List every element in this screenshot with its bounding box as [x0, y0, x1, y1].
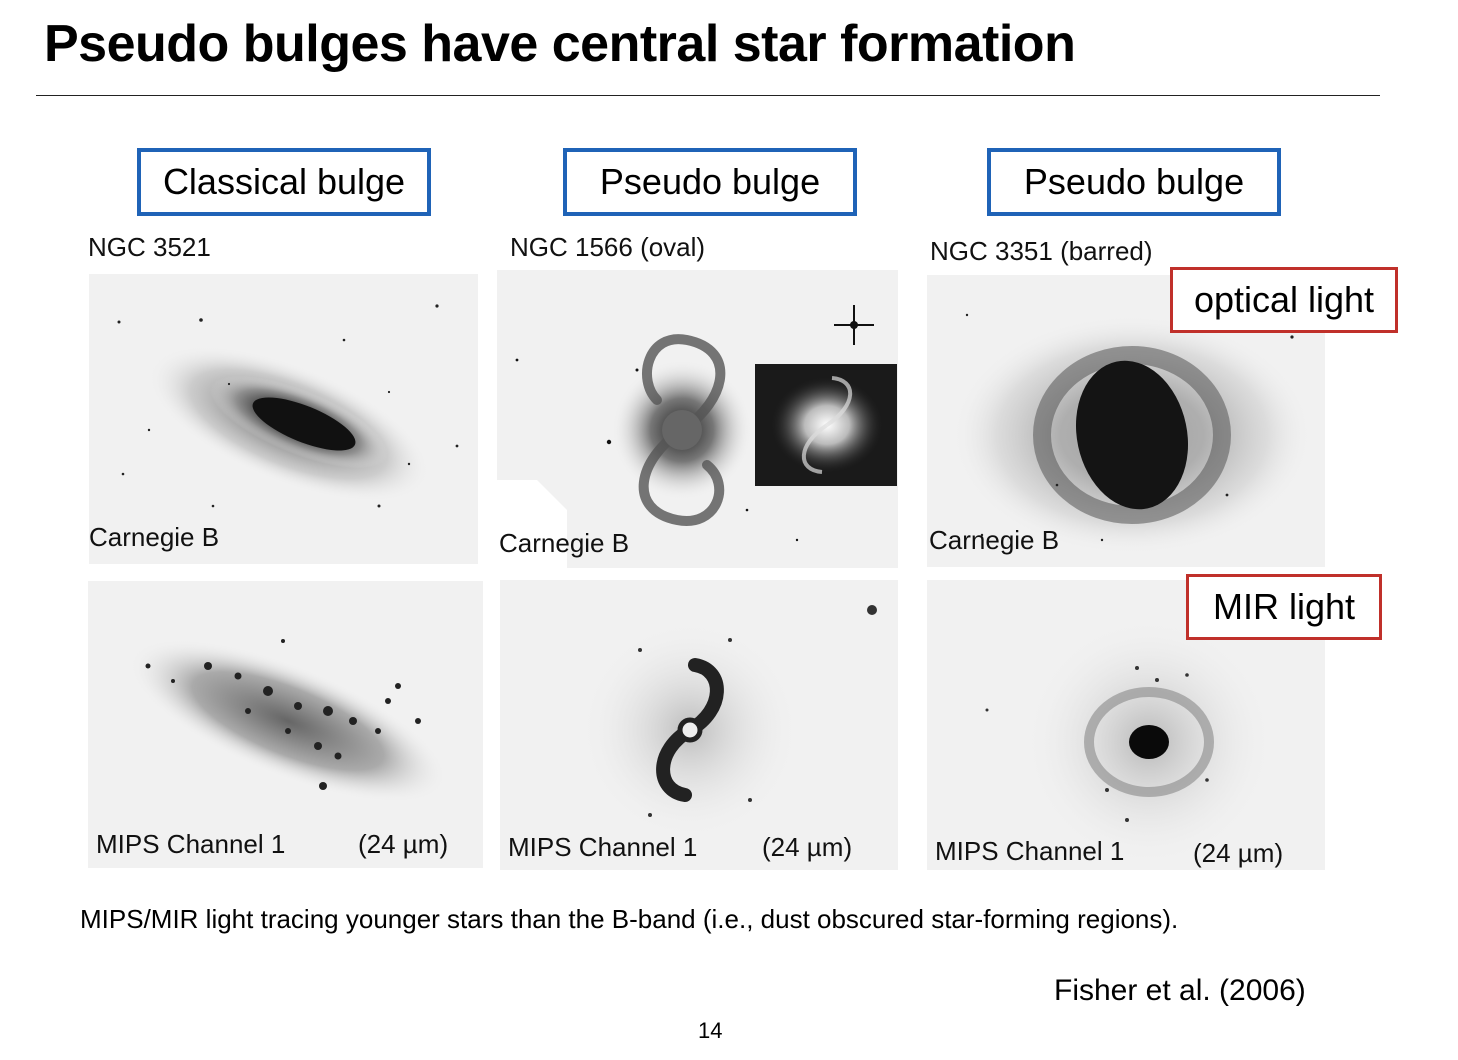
- caption-note: MIPS/MIR light tracing younger stars tha…: [80, 904, 1179, 934]
- optical-caption-ngc3351: Carnegie B: [929, 525, 1060, 555]
- header-classical-bulge: Classical bulge: [137, 148, 431, 216]
- slide-title: Pseudo bulges have central star formatio…: [44, 15, 1076, 73]
- page-number: 14: [698, 1018, 723, 1043]
- optical-caption-ngc1566: Carnegie B: [499, 528, 630, 558]
- citation: Fisher et al. (2006): [1054, 974, 1306, 1007]
- galaxy-ngc3521-mips-graphic: [129, 639, 447, 803]
- mips-band-ngc3521: (24 µm): [358, 829, 449, 859]
- galaxy-ngc3351-optical-graphic: [952, 313, 1312, 555]
- galaxy-ngc1566-optical-graphic: [497, 305, 897, 568]
- label-optical-light: optical light: [1170, 267, 1398, 333]
- galaxy-ngc1566-mips-graphic: [580, 605, 877, 840]
- optical-caption-ngc3521: Carnegie B: [89, 522, 220, 552]
- optical-image-ngc3521: Carnegie B: [89, 274, 478, 564]
- mips-image-ngc1566: MIPS Channel 1 (24 µm): [500, 580, 898, 870]
- header-pseudo-bulge-1: Pseudo bulge: [563, 148, 857, 216]
- galaxy-name-ngc1566: NGC 1566 (oval): [510, 232, 706, 262]
- mips-channel-ngc3521: MIPS Channel 1: [96, 829, 286, 859]
- mips-channel-ngc1566: MIPS Channel 1: [508, 832, 698, 862]
- mips-band-ngc1566: (24 µm): [762, 832, 853, 862]
- galaxy-name-ngc3521: NGC 3521: [88, 232, 211, 262]
- mips-channel-ngc3351: MIPS Channel 1: [935, 836, 1125, 866]
- label-mir-light: MIR light: [1186, 574, 1382, 640]
- mips-image-ngc3521: MIPS Channel 1 (24 µm): [88, 581, 483, 868]
- optical-image-ngc3351: Carnegie B: [927, 275, 1325, 567]
- galaxy-ngc3351-mips-graphic: [985, 617, 1274, 867]
- galaxy-ngc3521-optical-graphic: [117, 304, 459, 508]
- mips-band-ngc3351: (24 µm): [1193, 838, 1284, 868]
- galaxy-name-ngc3351: NGC 3351 (barred): [930, 236, 1153, 266]
- title-divider: [36, 95, 1380, 96]
- header-pseudo-bulge-2: Pseudo bulge: [987, 148, 1281, 216]
- optical-image-ngc1566: Carnegie B: [497, 270, 898, 568]
